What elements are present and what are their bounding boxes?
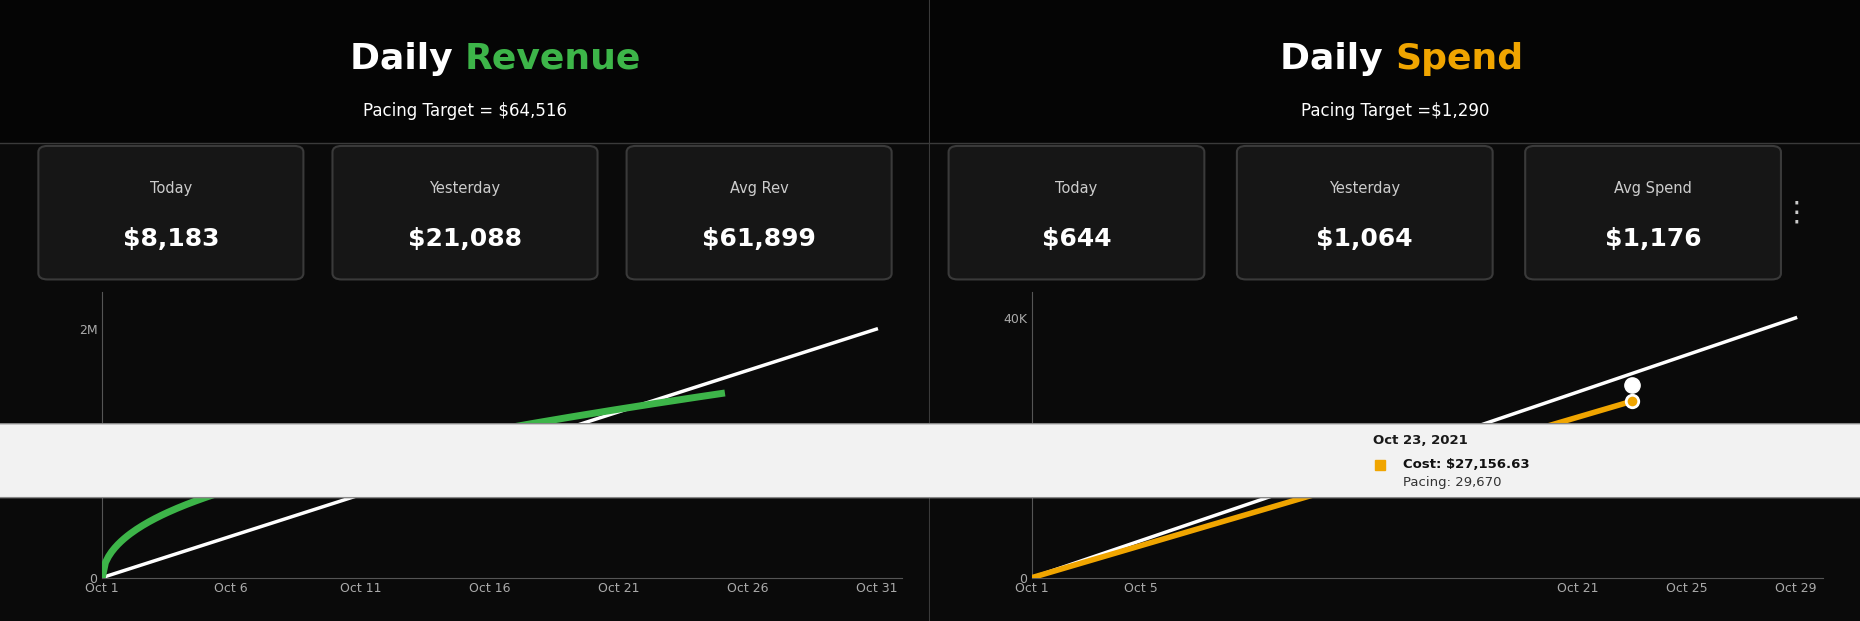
Text: Cost: $27,156.63: Cost: $27,156.63 bbox=[1402, 458, 1529, 471]
Text: Spend: Spend bbox=[1395, 42, 1523, 76]
Text: Pacing Target = $64,516: Pacing Target = $64,516 bbox=[363, 102, 567, 119]
Text: Today: Today bbox=[1055, 181, 1097, 196]
FancyBboxPatch shape bbox=[949, 146, 1205, 279]
FancyBboxPatch shape bbox=[0, 0, 930, 143]
Text: Yesterday: Yesterday bbox=[1330, 181, 1401, 196]
Text: Today: Today bbox=[151, 181, 192, 196]
Text: $1,176: $1,176 bbox=[1605, 227, 1702, 252]
FancyBboxPatch shape bbox=[0, 424, 1860, 497]
FancyBboxPatch shape bbox=[930, 0, 1860, 143]
Text: $21,088: $21,088 bbox=[407, 227, 523, 252]
Text: $8,183: $8,183 bbox=[123, 227, 219, 252]
FancyBboxPatch shape bbox=[1237, 146, 1492, 279]
FancyBboxPatch shape bbox=[627, 146, 891, 279]
Text: $61,899: $61,899 bbox=[703, 227, 817, 252]
Text: $1,064: $1,064 bbox=[1317, 227, 1414, 252]
FancyBboxPatch shape bbox=[39, 146, 303, 279]
Text: ⋮: ⋮ bbox=[1782, 199, 1810, 227]
FancyBboxPatch shape bbox=[333, 146, 597, 279]
Text: Pacing Target =$1,290: Pacing Target =$1,290 bbox=[1300, 102, 1490, 119]
Text: Yesterday: Yesterday bbox=[430, 181, 500, 196]
Text: Daily: Daily bbox=[350, 42, 465, 76]
Text: $644: $644 bbox=[1042, 227, 1110, 252]
FancyBboxPatch shape bbox=[1525, 146, 1780, 279]
Text: Avg Spend: Avg Spend bbox=[1614, 181, 1693, 196]
Text: Pacing: 29,670: Pacing: 29,670 bbox=[1402, 476, 1501, 489]
Text: Daily: Daily bbox=[1280, 42, 1395, 76]
Text: Oct 23, 2021: Oct 23, 2021 bbox=[1373, 434, 1468, 447]
Text: Avg Rev: Avg Rev bbox=[729, 181, 789, 196]
Text: Revenue: Revenue bbox=[465, 42, 642, 76]
